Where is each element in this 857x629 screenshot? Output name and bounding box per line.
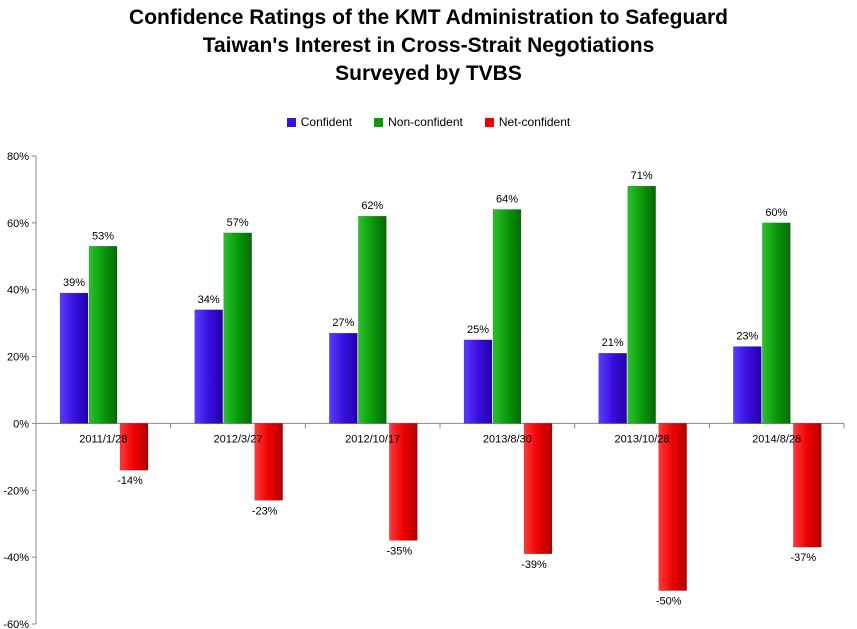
non-confident-data-label: 62% — [361, 200, 383, 212]
non-confident-data-label: 60% — [765, 207, 787, 219]
y-tick-label: -40% — [3, 552, 29, 564]
net-confident-data-label: -35% — [386, 545, 412, 557]
net-confident-bar — [658, 423, 687, 591]
legend-swatch-non-confident — [374, 117, 384, 127]
x-tick-label: 2011/1/28 — [79, 433, 127, 445]
chart-legend: Confident Non-confident Net-confident — [0, 115, 857, 129]
net-confident-data-label: -50% — [656, 596, 682, 608]
non-confident-bar — [358, 215, 387, 424]
net-confident-bar — [119, 423, 149, 471]
chart-title-line-3: Surveyed by TVBS — [335, 62, 522, 85]
x-tick-label: 2012/10/17 — [345, 433, 400, 445]
net-confident-data-label: -14% — [117, 475, 143, 487]
chart-title-line-2: Taiwan's Interest in Cross-Strait Negoti… — [202, 34, 655, 57]
net-confident-bar — [389, 423, 418, 541]
non-confident-data-label: 57% — [227, 217, 249, 229]
net-confident-bar — [523, 423, 553, 555]
x-tick-label: 2014/8/28 — [752, 433, 801, 445]
x-tick-label: 2013/8/30 — [483, 433, 532, 445]
non-confident-bar — [223, 232, 252, 424]
non-confident-data-label: 71% — [631, 170, 653, 182]
confident-bar — [59, 292, 89, 424]
legend-item-net-confident: Net-confident — [484, 115, 571, 129]
confident-bar — [598, 352, 627, 424]
legend-swatch-net-confident — [484, 117, 494, 127]
confident-data-label: 27% — [332, 317, 354, 329]
confident-bar — [329, 332, 358, 424]
non-confident-bar — [492, 209, 522, 424]
legend-item-non-confident: Non-confident — [374, 115, 463, 129]
y-tick-label: 60% — [7, 218, 29, 230]
confident-bar — [463, 339, 493, 424]
confident-data-label: 21% — [602, 337, 624, 349]
legend-item-confident: Confident — [286, 115, 353, 129]
chart-title: Confidence Ratings of the KMT Administra… — [0, 4, 857, 88]
net-confident-bar — [793, 423, 822, 548]
confident-data-label: 23% — [736, 331, 758, 343]
non-confident-data-label: 64% — [496, 193, 518, 205]
non-confident-data-label: 53% — [92, 230, 114, 242]
y-tick-label: -60% — [3, 619, 29, 629]
non-confident-bar — [762, 222, 791, 424]
confident-data-label: 39% — [63, 277, 85, 289]
y-tick-label: 80% — [7, 151, 29, 163]
net-confident-data-label: -23% — [252, 505, 278, 517]
legend-swatch-confident — [286, 117, 296, 127]
confident-bar — [194, 309, 223, 424]
non-confident-bar — [627, 185, 656, 424]
net-confident-bar — [254, 423, 283, 501]
net-confident-data-label: -37% — [790, 552, 816, 564]
chart-title-line-1: Confidence Ratings of the KMT Administra… — [129, 6, 728, 29]
legend-label-net-confident: Net-confident — [498, 115, 571, 129]
confident-data-label: 34% — [198, 294, 220, 306]
net-confident-data-label: -39% — [521, 559, 547, 571]
y-tick-label: -20% — [3, 485, 29, 497]
y-tick-label: 40% — [7, 285, 29, 297]
legend-label-non-confident: Non-confident — [388, 115, 463, 129]
non-confident-bar — [88, 246, 118, 424]
y-tick-label: 0% — [13, 418, 29, 430]
y-tick-label: 20% — [7, 352, 29, 364]
legend-label-confident: Confident — [300, 115, 353, 129]
confident-data-label: 25% — [467, 324, 489, 336]
confident-bar — [733, 346, 762, 424]
x-tick-label: 2012/3/27 — [214, 433, 263, 445]
x-tick-label: 2013/10/28 — [614, 433, 669, 445]
